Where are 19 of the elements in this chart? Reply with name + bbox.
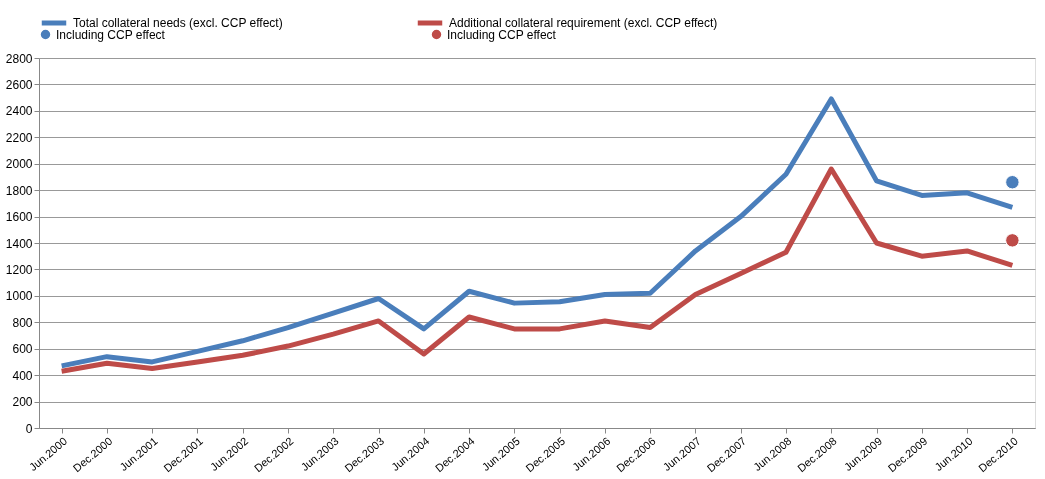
legend-label: Additional collateral requirement (excl. CCP effect) <box>449 16 718 30</box>
y-tick-label: 400 <box>12 368 33 383</box>
legend-label: Including CCP effect <box>447 27 557 42</box>
y-tick-label: 2200 <box>5 130 33 145</box>
y-tick-label: 600 <box>12 342 33 357</box>
y-tick-label: 2800 <box>5 51 33 66</box>
y-tick-label: 0 <box>25 421 33 436</box>
y-tick-label: 2400 <box>5 104 33 119</box>
y-tick-label: 1200 <box>5 262 33 277</box>
y-tick-label: 800 <box>12 315 33 330</box>
y-tick-label: 1600 <box>5 210 33 225</box>
legend-label: Total collateral needs (excl. CCP effect) <box>73 16 283 30</box>
y-tick-label: 1000 <box>5 289 33 304</box>
y-tick-label: 1800 <box>5 183 33 198</box>
legend-label: Including CCP effect <box>56 27 166 42</box>
y-tick-label: 1400 <box>5 236 33 251</box>
y-tick-label: 2600 <box>5 77 33 92</box>
y-tick-label: 2000 <box>5 157 33 172</box>
y-tick-label: 200 <box>12 395 33 410</box>
